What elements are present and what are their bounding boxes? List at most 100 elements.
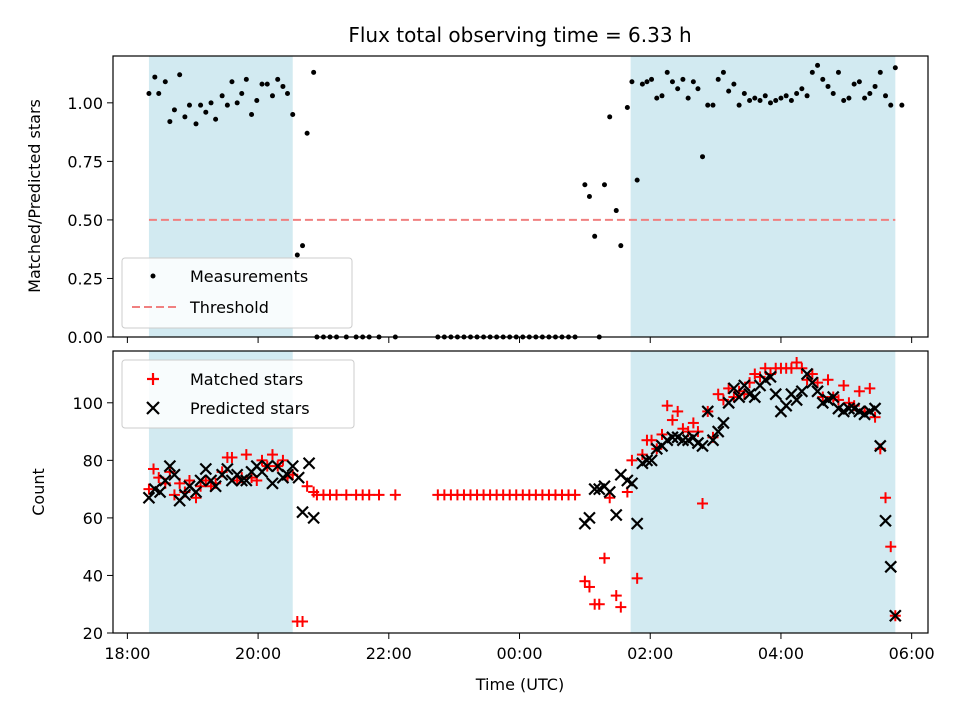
predicted-star-point bbox=[769, 387, 782, 401]
predicted-star-point bbox=[764, 370, 777, 384]
matched-star-point bbox=[712, 388, 724, 400]
matched-star-point bbox=[266, 449, 278, 461]
predicted-star-point bbox=[199, 462, 213, 476]
measurement-point bbox=[243, 76, 249, 82]
measurement-point bbox=[669, 79, 675, 85]
predicted-star-point bbox=[868, 402, 882, 415]
measurement-point bbox=[229, 79, 235, 85]
bottom-plot-frame bbox=[112, 350, 929, 634]
bottom-legend-box bbox=[121, 359, 355, 429]
matched-star-point bbox=[363, 489, 375, 501]
chart-title: Flux total observing time = 6.33 h bbox=[348, 23, 691, 47]
predicted-star-point bbox=[159, 474, 172, 487]
measurement-point bbox=[659, 93, 665, 99]
x-tick-label: 22:00 bbox=[366, 644, 412, 663]
measurement-point bbox=[156, 90, 162, 96]
predicted-star-point bbox=[609, 508, 623, 522]
measurement-point bbox=[695, 86, 701, 92]
measurement-point bbox=[203, 109, 209, 115]
predicted-star-point bbox=[701, 405, 715, 418]
matched-star-point bbox=[626, 454, 638, 466]
measurement-point bbox=[639, 81, 645, 87]
legend-matched-marker bbox=[147, 373, 159, 385]
measurement-point bbox=[198, 102, 204, 108]
matched-star-point bbox=[183, 474, 195, 486]
top-legend-box bbox=[121, 257, 353, 329]
matched-star-point bbox=[666, 414, 678, 426]
measurement-point bbox=[741, 90, 747, 96]
measurement-point bbox=[186, 102, 192, 108]
predicted-star-point bbox=[874, 439, 887, 453]
measurement-point bbox=[613, 208, 619, 214]
predicted-star-point bbox=[676, 433, 690, 447]
measurement-point bbox=[171, 107, 177, 113]
measurement-point bbox=[294, 252, 300, 258]
measurement-point bbox=[167, 119, 173, 125]
predicted-star-point bbox=[706, 433, 720, 447]
matched-star-point bbox=[885, 541, 897, 553]
predicted-star-point bbox=[717, 416, 730, 430]
measurement-point bbox=[249, 112, 255, 118]
measurement-point bbox=[586, 194, 592, 199]
measurement-point bbox=[311, 69, 317, 75]
measurement-point bbox=[664, 69, 670, 75]
predicted-star-point bbox=[879, 514, 892, 528]
top-plot-frame bbox=[112, 55, 929, 338]
matched-star-point bbox=[143, 483, 155, 495]
y-tick-label: 1.00 bbox=[67, 94, 103, 113]
top-y-axis: 0.00 0.25 0.50 0.75 1.00 bbox=[67, 94, 113, 347]
matched-star-point bbox=[791, 357, 803, 369]
measurement-point bbox=[773, 97, 779, 103]
predicted-star-point bbox=[266, 477, 279, 490]
predicted-stars-points bbox=[142, 367, 902, 623]
measurement-point bbox=[162, 79, 168, 85]
predicted-star-point bbox=[806, 376, 819, 389]
matched-star-point bbox=[373, 489, 385, 501]
measurement-point bbox=[736, 102, 742, 108]
predicted-star-point bbox=[779, 399, 793, 412]
legend-predicted-marker bbox=[146, 401, 160, 415]
predicted-star-point bbox=[811, 385, 824, 398]
measurement-point bbox=[649, 76, 655, 82]
predicted-star-point bbox=[666, 431, 679, 444]
measurement-point bbox=[182, 114, 188, 120]
measurement-point bbox=[825, 83, 831, 89]
predicted-star-point bbox=[625, 477, 639, 490]
x-tick-label: 18:00 bbox=[104, 644, 150, 663]
predicted-star-point bbox=[221, 462, 234, 476]
y-tick-label: 60 bbox=[83, 509, 103, 528]
measurement-point bbox=[804, 93, 810, 99]
measurement-point bbox=[867, 90, 873, 96]
measurement-point bbox=[841, 97, 847, 103]
matched-star-point bbox=[190, 492, 202, 504]
matched-star-point bbox=[569, 489, 581, 501]
bottom-y-label: Count bbox=[29, 468, 48, 516]
measurement-point bbox=[767, 100, 773, 106]
matched-star-point bbox=[583, 581, 595, 593]
measurement-point bbox=[193, 121, 199, 127]
shaded-range-2 bbox=[630, 56, 896, 337]
measurement-point bbox=[219, 93, 225, 99]
measurement-point bbox=[690, 79, 696, 85]
measurement-point bbox=[856, 79, 862, 85]
measurement-point bbox=[601, 182, 607, 188]
top-panel: 0.00 0.25 0.50 0.75 1.00 Matched/Predicted s… bbox=[25, 55, 929, 347]
x-tick-label: 06:00 bbox=[889, 644, 935, 663]
matched-star-point bbox=[610, 590, 622, 602]
measurement-point bbox=[304, 130, 310, 136]
predicted-star-point bbox=[630, 517, 644, 530]
matched-star-point bbox=[838, 380, 850, 392]
x-tick-label: 02:00 bbox=[627, 644, 673, 663]
matched-star-point bbox=[604, 492, 616, 504]
matched-star-point bbox=[631, 572, 643, 584]
matched-star-point bbox=[340, 489, 352, 501]
matched-star-point bbox=[331, 489, 343, 501]
matched-star-point bbox=[723, 382, 735, 394]
predicted-star-point bbox=[209, 479, 222, 493]
matched-star-point bbox=[615, 601, 627, 613]
measurement-point bbox=[762, 93, 768, 99]
measurement-point bbox=[830, 90, 836, 96]
measurement-point bbox=[177, 72, 183, 78]
measurement-point bbox=[624, 105, 630, 111]
bottom-legend: Matched stars Predicted stars bbox=[121, 359, 355, 429]
